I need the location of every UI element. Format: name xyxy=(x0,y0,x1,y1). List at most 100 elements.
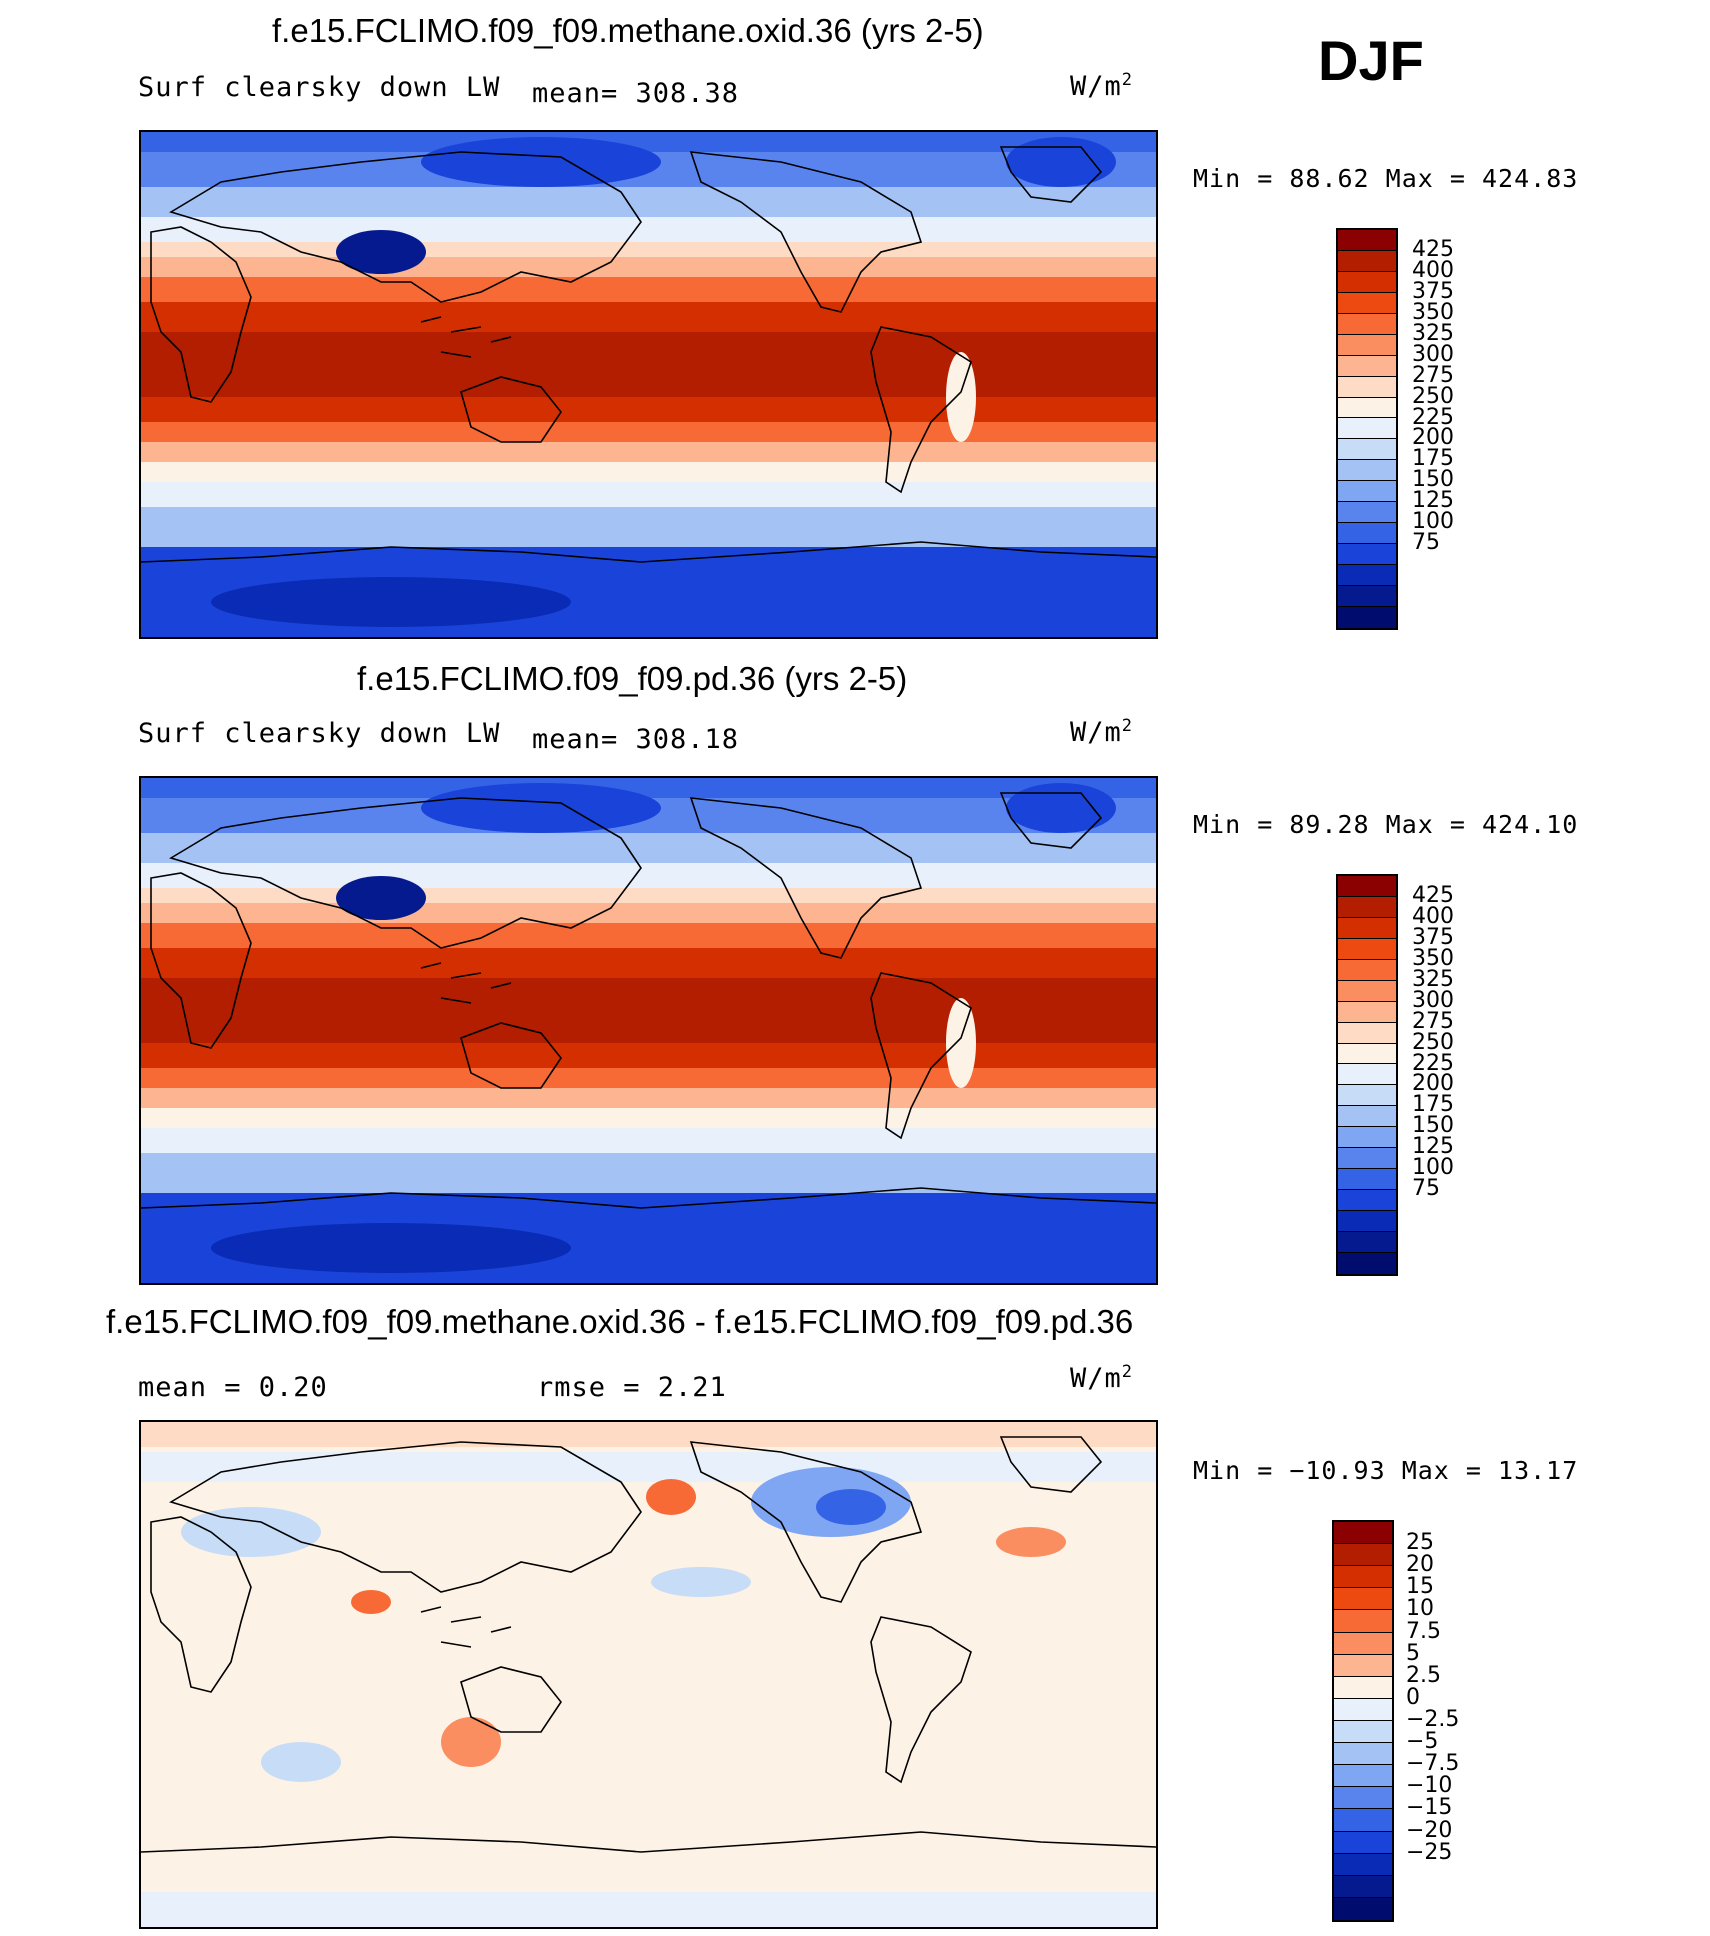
colorbar-swatch xyxy=(1334,1831,1392,1854)
colorbar-swatch xyxy=(1338,938,1396,960)
colorbar-tick-label: 75 xyxy=(1412,530,1440,556)
colorbar-swatch xyxy=(1338,502,1396,524)
units-label: W/m2 xyxy=(1070,1362,1134,1394)
colorbar-tick-label: 325 xyxy=(1412,320,1454,346)
coast-australia xyxy=(460,1022,562,1089)
colorbar-tick-label: −25 xyxy=(1406,1839,1453,1865)
colorbar-swatch xyxy=(1334,1522,1392,1545)
colorbar-tick-label: 425 xyxy=(1412,882,1454,908)
colorbar-tick-label: 225 xyxy=(1412,404,1454,430)
colorbar-swatch xyxy=(1338,334,1396,356)
colorbar-swatch xyxy=(1338,606,1396,628)
colorbar-tick-label: 425 xyxy=(1412,236,1454,262)
colorbar-tick-label: −20 xyxy=(1406,1817,1453,1843)
colorbar-tick-label: 175 xyxy=(1412,1092,1454,1118)
map-panel xyxy=(139,776,1158,1285)
colorbar-tick-label: 350 xyxy=(1412,945,1454,971)
coast-antarctica xyxy=(141,1187,1156,1209)
colorbar-tick-label: 375 xyxy=(1412,278,1454,304)
colorbar-swatch xyxy=(1338,1127,1396,1149)
colorbar-swatch xyxy=(1338,313,1396,335)
coast-antarctica xyxy=(141,541,1156,563)
diff-indian-ocean-cool xyxy=(261,1742,341,1782)
coast-africa xyxy=(150,1516,252,1693)
colorbar-tick-label: 275 xyxy=(1412,1008,1454,1034)
colorbar-swatch xyxy=(1338,355,1396,377)
colorbar-swatch xyxy=(1338,917,1396,939)
colorbar-swatch xyxy=(1338,376,1396,398)
map-panel xyxy=(139,130,1158,639)
colorbar-tick-label: −2.5 xyxy=(1406,1707,1460,1732)
season-label: DJF xyxy=(1318,29,1424,92)
colorbar-tick-label: −15 xyxy=(1406,1795,1453,1821)
diff-north-america-core xyxy=(816,1489,886,1525)
coast-greenland xyxy=(999,146,1103,203)
colorbar-swatch xyxy=(1338,1001,1396,1023)
colorbar-tick-label: 5 xyxy=(1406,1640,1420,1666)
coast-maritime-continent xyxy=(420,962,512,1004)
colorbar-tick-label: −5 xyxy=(1406,1729,1439,1755)
coast-greenland xyxy=(999,792,1103,849)
diff-mean-label: mean = 0.20 xyxy=(138,1372,328,1403)
antarctic-plateau xyxy=(211,1223,571,1273)
units-label: W/m2 xyxy=(1070,70,1134,102)
diff-australia-warm xyxy=(441,1717,501,1767)
colorbar-swatch xyxy=(1338,1169,1396,1191)
abs-band-southern-ocean xyxy=(141,1153,1156,1198)
diff-band-subarctic xyxy=(141,1452,1156,1482)
coastlines xyxy=(141,146,1156,563)
mean-label: mean= 308.18 xyxy=(532,724,740,755)
colorbar-tick-label: 325 xyxy=(1412,966,1454,992)
colorbar-tick-label: 250 xyxy=(1412,383,1454,409)
andes-cool-strip xyxy=(946,998,976,1088)
colorbar-tick-label: 7.5 xyxy=(1406,1618,1441,1644)
colorbar-swatch xyxy=(1338,896,1396,918)
coast-south-america xyxy=(870,1616,972,1784)
colorbar-swatch xyxy=(1334,1632,1392,1655)
colorbar-swatch xyxy=(1338,271,1396,293)
colorbar-tick-label: 100 xyxy=(1412,1155,1454,1181)
colorbar-tick-label: 150 xyxy=(1412,1113,1454,1139)
greenland-cold-spot xyxy=(1006,137,1116,187)
colorbar-swatch xyxy=(1338,876,1396,897)
coast-australia xyxy=(460,1666,562,1733)
diff-atlantic-warm xyxy=(996,1527,1066,1557)
siberia-cold-spot xyxy=(421,137,661,187)
colorbar-tick-label: 125 xyxy=(1412,488,1454,514)
panel-title: f.e15.FCLIMO.f09_f09.methane.oxid.36 (yr… xyxy=(272,12,984,49)
colorbar-swatch xyxy=(1338,1211,1396,1232)
colorbar-swatch xyxy=(1338,1085,1396,1107)
colorbar-swatch xyxy=(1334,1787,1392,1810)
colorbar-swatch xyxy=(1338,1252,1396,1274)
coast-africa xyxy=(150,872,252,1049)
diff-europe-cool xyxy=(181,1507,321,1557)
colorbar-tick-label: 275 xyxy=(1412,362,1454,388)
antarctic-plateau xyxy=(211,577,571,627)
map-field xyxy=(141,132,1156,637)
min-max-label: Min = −10.93 Max = 13.17 xyxy=(1193,1456,1579,1485)
colorbar-swatch xyxy=(1334,1676,1392,1699)
min-max-label: Min = 89.28 Max = 424.10 xyxy=(1193,810,1579,839)
panel-title: f.e15.FCLIMO.f09_f09.pd.36 (yrs 2-5) xyxy=(357,660,908,697)
diff-pacific-cool xyxy=(651,1567,751,1597)
colorbar-tick-label: 15 xyxy=(1406,1574,1434,1600)
siberia-cold-spot xyxy=(421,783,661,833)
map-field xyxy=(141,1422,1156,1927)
colorbar-swatch xyxy=(1338,250,1396,272)
colorbar-tick-label: 200 xyxy=(1412,425,1454,451)
colorbar-swatch xyxy=(1338,292,1396,314)
colorbar-swatch xyxy=(1334,1875,1392,1898)
colorbar-tick-label: 200 xyxy=(1412,1071,1454,1097)
abs-band-warm-2 xyxy=(141,302,1156,337)
colorbar-swatch xyxy=(1338,1022,1396,1044)
colorbar-tick-label: 300 xyxy=(1412,341,1454,367)
colorbar-swatch xyxy=(1334,1654,1392,1677)
colorbar-swatch xyxy=(1338,1106,1396,1128)
colorbar-swatch xyxy=(1334,1765,1392,1788)
colorbar-tick-label: 125 xyxy=(1412,1134,1454,1160)
coastlines xyxy=(141,1436,1156,1853)
colorbar-swatch xyxy=(1338,1043,1396,1065)
coast-greenland xyxy=(999,1436,1103,1493)
colorbar-swatch xyxy=(1338,481,1396,503)
colorbar-tick-label: 400 xyxy=(1412,903,1454,929)
